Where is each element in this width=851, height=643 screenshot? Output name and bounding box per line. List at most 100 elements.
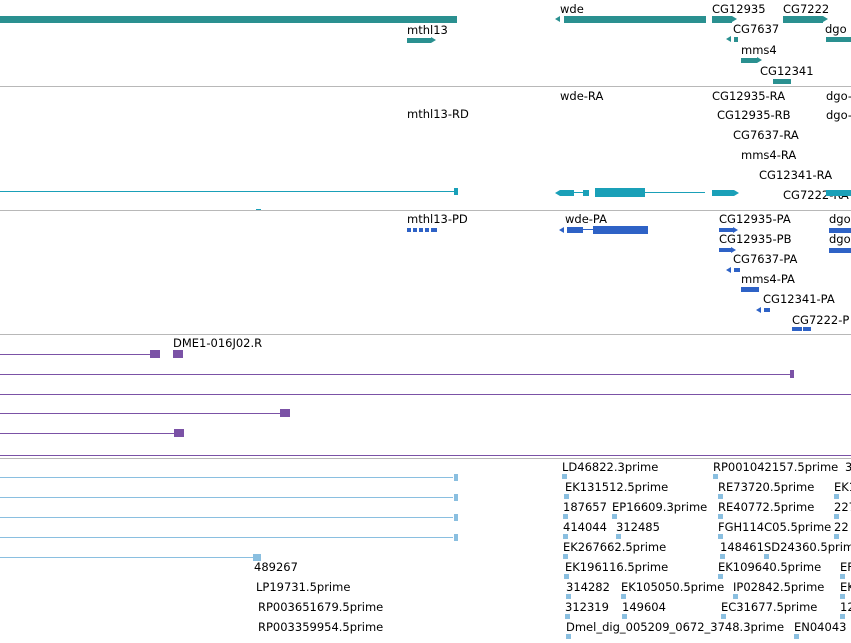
feature-label[interactable]: RE73720.5prime [718, 480, 815, 494]
feature-glyph[interactable] [612, 514, 617, 519]
feature-label[interactable]: CG7637-PA [733, 252, 798, 266]
feature-glyph[interactable] [721, 614, 726, 619]
feature-label[interactable]: 312319 [565, 600, 609, 614]
feature-label[interactable]: 312485 [616, 520, 660, 534]
feature-glyph[interactable] [431, 228, 437, 232]
feature-glyph[interactable] [0, 16, 457, 23]
feature-label[interactable]: wde-RA [560, 89, 604, 103]
feature-label[interactable]: RE40772.5prime [718, 500, 815, 514]
feature-label[interactable]: CG12935-PB [719, 232, 792, 246]
feature-label[interactable]: mms4 [741, 43, 777, 57]
feature-glyph[interactable] [616, 534, 621, 539]
feature-glyph[interactable] [454, 188, 458, 195]
feature-glyph[interactable] [733, 594, 738, 599]
feature-glyph[interactable] [840, 594, 845, 599]
feature-label[interactable]: 3 [845, 460, 851, 474]
feature-label[interactable]: 489267 [254, 560, 298, 574]
feature-label[interactable]: LP19731.5prime [256, 580, 351, 594]
feature-glyph[interactable] [419, 228, 423, 232]
feature-glyph[interactable] [764, 554, 769, 559]
feature-label[interactable]: CG7637-RA [733, 128, 799, 142]
feature-label[interactable]: mthl13 [407, 23, 448, 37]
feature-label[interactable]: 187657 [563, 500, 607, 514]
feature-glyph[interactable] [407, 38, 431, 43]
feature-glyph[interactable] [174, 429, 184, 437]
feature-label[interactable]: mthl13-PD [407, 212, 468, 226]
feature-label[interactable]: 149604 [622, 600, 666, 614]
feature-label[interactable]: EK267662.5prime [563, 540, 667, 554]
feature-glyph[interactable] [150, 350, 160, 358]
feature-label[interactable]: EN04043 [794, 620, 847, 634]
feature-label[interactable]: CG12935-PA [719, 212, 791, 226]
feature-label[interactable]: EK131512.5prime [565, 480, 669, 494]
feature-label[interactable]: EK105050.5prime [621, 580, 725, 594]
feature-label[interactable]: mthl13-RD [407, 107, 469, 121]
feature-glyph[interactable] [720, 554, 725, 559]
feature-glyph[interactable] [834, 534, 839, 539]
feature-label[interactable]: wde [560, 2, 584, 16]
feature-connector-line[interactable] [0, 537, 453, 538]
feature-glyph[interactable] [741, 287, 759, 292]
feature-label[interactable]: EP16609.3prime [612, 500, 708, 514]
feature-label[interactable]: 148461 [720, 540, 764, 554]
feature-glyph[interactable] [829, 228, 851, 233]
feature-label[interactable]: dgo- [826, 108, 851, 122]
feature-glyph[interactable] [718, 514, 723, 519]
feature-label[interactable]: CG12935-RA [712, 89, 786, 103]
feature-label[interactable]: 227 [834, 500, 851, 514]
feature-glyph[interactable] [718, 534, 723, 539]
feature-label[interactable]: EC31677.5prime [721, 600, 818, 614]
feature-glyph[interactable] [713, 474, 718, 479]
feature-label[interactable]: mms4-RA [741, 148, 797, 162]
feature-glyph[interactable] [564, 574, 569, 579]
feature-connector-line[interactable] [0, 433, 176, 434]
feature-connector-line[interactable] [0, 394, 851, 395]
feature-glyph[interactable] [564, 16, 706, 23]
feature-label[interactable]: RP003359954.5prime [258, 620, 384, 634]
feature-label[interactable]: EK [840, 580, 851, 594]
feature-connector-line[interactable] [0, 477, 453, 478]
feature-label[interactable]: CG7222 [783, 2, 830, 16]
feature-glyph[interactable] [593, 226, 648, 234]
feature-connector-line[interactable] [0, 191, 454, 192]
feature-glyph[interactable] [595, 188, 645, 197]
feature-glyph[interactable] [734, 37, 738, 42]
feature-glyph[interactable] [253, 554, 261, 561]
feature-label[interactable]: EK109640.5prime [718, 560, 822, 574]
feature-connector-line[interactable] [574, 192, 586, 193]
feature-glyph[interactable] [783, 16, 823, 23]
feature-label[interactable]: dgo [825, 22, 847, 36]
feature-label[interactable]: EK1 [834, 480, 851, 494]
feature-label[interactable]: dgo [829, 212, 851, 226]
feature-glyph[interactable] [718, 494, 723, 499]
feature-glyph[interactable] [425, 228, 429, 232]
feature-glyph[interactable] [712, 16, 732, 23]
feature-glyph[interactable] [563, 534, 568, 539]
feature-label[interactable]: LD46822.3prime [562, 460, 659, 474]
feature-glyph[interactable] [454, 514, 458, 521]
feature-glyph[interactable] [583, 190, 589, 196]
feature-connector-line[interactable] [583, 229, 593, 230]
feature-label[interactable]: CG12341-PA [763, 292, 835, 306]
feature-glyph[interactable] [840, 614, 845, 619]
feature-glyph[interactable] [454, 494, 458, 501]
feature-connector-line[interactable] [0, 413, 282, 414]
feature-glyph[interactable] [563, 514, 568, 519]
feature-connector-line[interactable] [0, 354, 152, 355]
feature-glyph[interactable] [280, 409, 290, 417]
feature-glyph[interactable] [173, 350, 183, 358]
feature-label[interactable]: 414044 [563, 520, 607, 534]
feature-label[interactable]: IP02842.5prime [733, 580, 825, 594]
feature-glyph[interactable] [829, 248, 851, 253]
feature-connector-line[interactable] [0, 455, 851, 456]
feature-connector-line[interactable] [0, 517, 453, 518]
feature-label[interactable]: CG12935 [712, 2, 766, 16]
feature-glyph[interactable] [719, 228, 733, 232]
feature-glyph[interactable] [764, 308, 770, 312]
feature-glyph[interactable] [792, 327, 802, 331]
feature-label[interactable]: 12 [840, 600, 851, 614]
feature-glyph[interactable] [834, 494, 839, 499]
feature-label[interactable]: 22 [834, 520, 849, 534]
feature-label[interactable]: Dmel_dig_005209_0672_3748.3prime [566, 620, 785, 634]
feature-label[interactable]: dgo [829, 232, 851, 246]
